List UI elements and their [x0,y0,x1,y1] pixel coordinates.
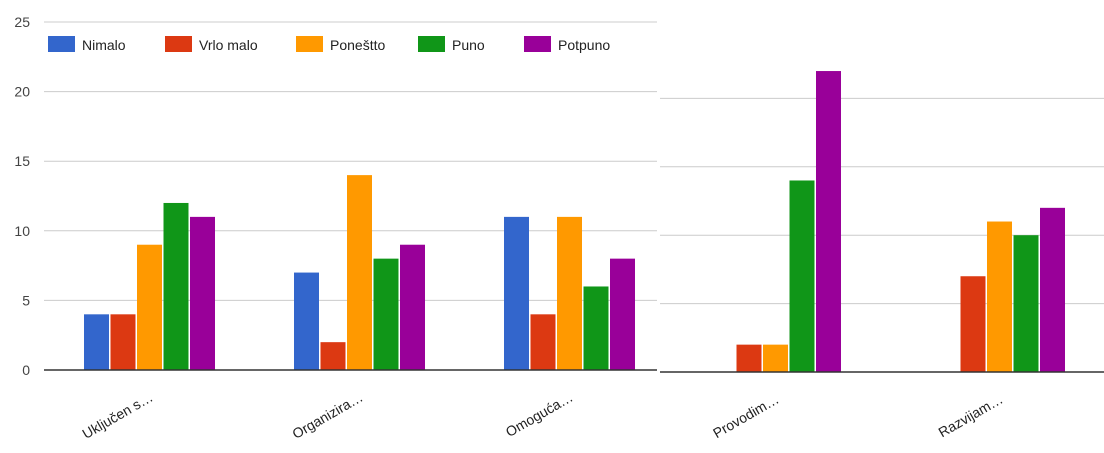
legend-swatch [165,36,192,52]
bar-puno [1013,235,1039,372]
bar-vrlo-malo [736,344,762,372]
category-label: Razvijam… [936,391,1006,441]
y-tick-label: 5 [22,292,30,308]
legend-item-puno: Puno [418,36,485,53]
legend-label: Nimalo [82,37,126,53]
bar-pomešto [347,175,372,370]
category-label: Provodim… [710,391,781,441]
legend-item-poneštto: Poneštto [296,36,385,53]
category-label: Organizira… [289,389,365,442]
bar-pomešto [557,216,582,370]
legend-item-potpuno: Potpuno [524,36,610,53]
legend-label: Potpuno [558,37,610,53]
legend-item-nimalo: Nimalo [48,36,126,53]
legend-label: Poneštto [330,37,385,53]
bars [84,71,1065,372]
category-labels: Uključen s… Organizira… Omoguća… Provodim… R… [79,389,1005,442]
legend-swatch [418,36,445,52]
bar-potpuno [610,258,635,370]
bar-vrlo-malo [960,276,986,372]
legend-item-vrlo-malo: Vrlo malo [165,36,258,53]
y-tick-label: 10 [14,223,30,239]
bar-pomešto [987,221,1012,372]
bar-pomešto [763,344,788,372]
legend-swatch [524,36,551,52]
legend-swatch [48,36,75,52]
bar-potpuno [816,71,841,372]
legend: Nimalo Vrlo malo Poneštto Puno Potpuno [48,36,610,53]
legend-swatch [296,36,323,52]
bar-puno [789,180,815,372]
bar-potpuno [1040,207,1065,372]
bar-puno [163,202,189,370]
category-label: Uključen s… [79,389,155,442]
y-tick-labels: 0 5 10 15 20 25 [14,14,30,378]
bar-potpuno [400,244,425,370]
bar-vrlo-malo [320,342,346,370]
bar-vrlo-malo [110,314,136,370]
bar-nimalo [84,314,109,370]
bar-pomešto [137,244,162,370]
gridlines-left [44,21,657,301]
y-tick-label: 15 [14,153,30,169]
axes [44,369,1104,373]
bar-nimalo [294,272,319,370]
legend-label: Puno [452,37,485,53]
bar-vrlo-malo [530,314,556,370]
category-label: Omoguća… [503,389,576,440]
bar-nimalo [504,216,529,370]
y-tick-label: 20 [14,84,30,100]
bar-puno [373,258,399,370]
legend-label: Vrlo malo [199,37,258,53]
y-tick-label: 0 [22,362,30,378]
bar-potpuno [190,216,215,370]
y-tick-label: 25 [14,14,30,30]
bar-puno [583,286,609,370]
